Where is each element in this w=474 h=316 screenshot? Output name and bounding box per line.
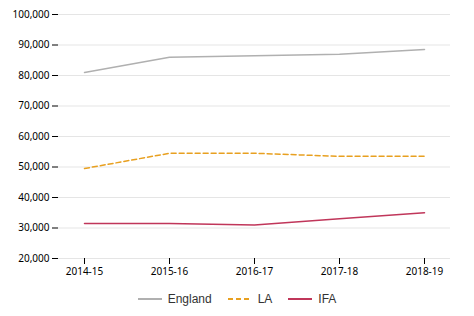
svg-text:50,000: 50,000	[18, 159, 50, 173]
html-text:England: England	[167, 292, 212, 306]
svg-text:100,000: 100,000	[13, 7, 50, 21]
svg-text:60,000: 60,000	[18, 129, 50, 143]
svg-text:2016-17: 2016-17	[236, 264, 274, 278]
svg-text:80,000: 80,000	[18, 68, 50, 82]
svg-text:2015-16: 2015-16	[151, 264, 189, 278]
html-text:IFA: IFA	[318, 292, 337, 306]
svg-text:2017-18: 2017-18	[321, 264, 359, 278]
svg-text:2014-15: 2014-15	[66, 264, 104, 278]
svg-text:90,000: 90,000	[18, 37, 50, 51]
svg-text:70,000: 70,000	[18, 98, 50, 112]
svg-text:30,000: 30,000	[18, 220, 50, 234]
svg-text:2018-19: 2018-19	[406, 264, 444, 278]
svg-text:20,000: 20,000	[18, 251, 50, 265]
svg-text:40,000: 40,000	[18, 190, 50, 204]
html-text:LA: LA	[257, 292, 273, 306]
